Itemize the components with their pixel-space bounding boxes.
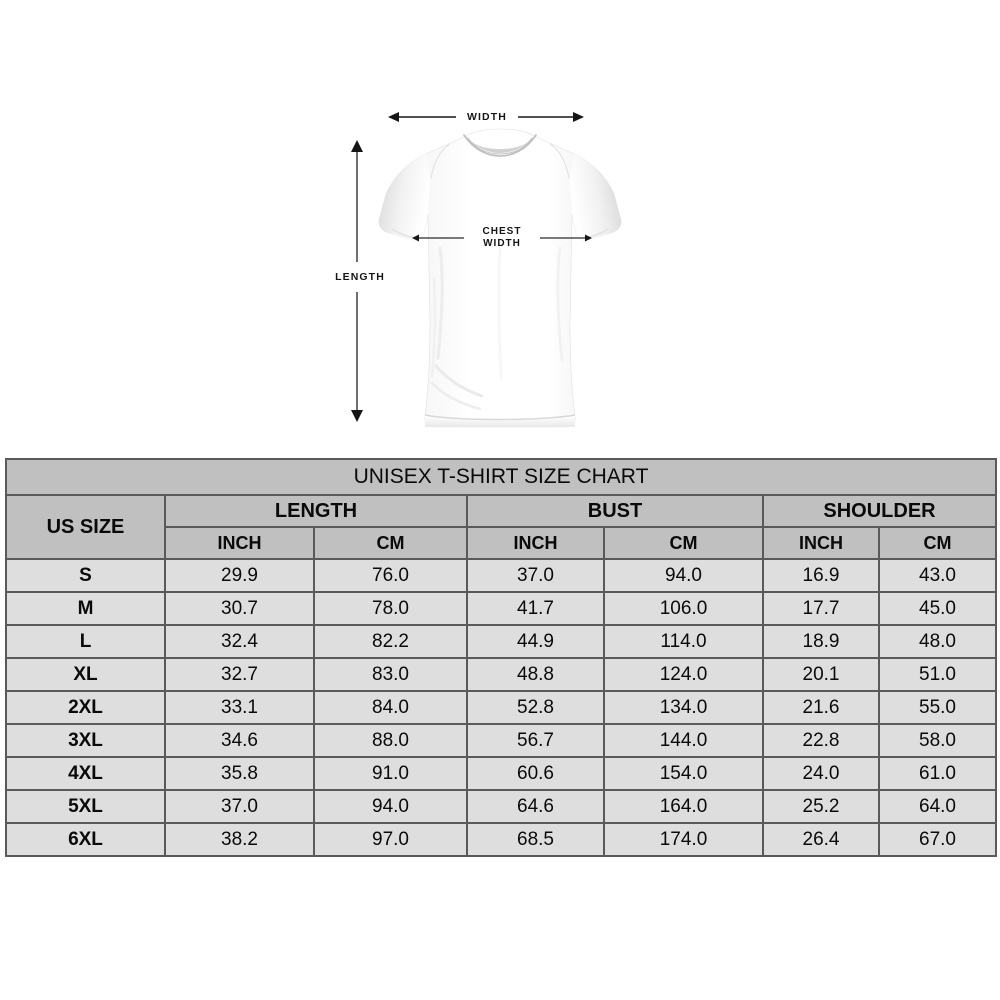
- header-bust-inch: INCH: [466, 526, 605, 560]
- cell-length-cm: 82.2: [313, 624, 468, 659]
- width-measurement-annotation: WIDTH: [388, 106, 584, 128]
- cell-bust-cm: 106.0: [603, 591, 764, 626]
- cell-length-inch: 34.6: [164, 723, 315, 758]
- cell-length-inch: 32.4: [164, 624, 315, 659]
- length-measurement-annotation: LENGTH: [330, 140, 390, 422]
- chest-width-label-line2: WIDTH: [483, 238, 521, 249]
- cell-length-cm: 94.0: [313, 789, 468, 824]
- cell-shoulder-inch: 25.2: [762, 789, 880, 824]
- size-chart-table: UNISEX T-SHIRT SIZE CHART US SIZE LENGTH…: [5, 458, 997, 857]
- cell-length-cm: 97.0: [313, 822, 468, 857]
- table-row: 6XL 38.2 97.0 68.5 174.0 26.4 67.0: [5, 822, 997, 857]
- header-shoulder: SHOULDER: [762, 494, 997, 528]
- cell-shoulder-cm: 51.0: [878, 657, 997, 692]
- cell-length-inch: 30.7: [164, 591, 315, 626]
- cell-bust-cm: 94.0: [603, 558, 764, 593]
- size-chart-table-container: UNISEX T-SHIRT SIZE CHART US SIZE LENGTH…: [5, 458, 997, 857]
- chest-width-measurement-annotation: CHEST WIDTH: [412, 218, 592, 258]
- table-row: XL 32.7 83.0 48.8 124.0 20.1 51.0: [5, 657, 997, 692]
- cell-size: M: [5, 591, 166, 626]
- cell-size: 2XL: [5, 690, 166, 725]
- chest-width-arrow-icon: [412, 234, 592, 242]
- cell-length-inch: 33.1: [164, 690, 315, 725]
- cell-length-inch: 37.0: [164, 789, 315, 824]
- cell-length-inch: 29.9: [164, 558, 315, 593]
- cell-size: 6XL: [5, 822, 166, 857]
- table-row: L 32.4 82.2 44.9 114.0 18.9 48.0: [5, 624, 997, 659]
- tshirt-measurement-diagram: WIDTH LENGTH CHEST WIDTH: [0, 0, 1000, 455]
- cell-shoulder-inch: 17.7: [762, 591, 880, 626]
- cell-bust-cm: 164.0: [603, 789, 764, 824]
- cell-bust-cm: 154.0: [603, 756, 764, 791]
- table-row: M 30.7 78.0 41.7 106.0 17.7 45.0: [5, 591, 997, 626]
- cell-shoulder-inch: 26.4: [762, 822, 880, 857]
- cell-bust-cm: 174.0: [603, 822, 764, 857]
- chest-width-label-line1: CHEST: [482, 225, 522, 237]
- cell-shoulder-cm: 67.0: [878, 822, 997, 857]
- cell-length-cm: 84.0: [313, 690, 468, 725]
- cell-length-inch: 35.8: [164, 756, 315, 791]
- cell-size: XL: [5, 657, 166, 692]
- cell-shoulder-cm: 55.0: [878, 690, 997, 725]
- cell-bust-cm: 134.0: [603, 690, 764, 725]
- header-bust-cm: CM: [603, 526, 764, 560]
- cell-length-inch: 32.7: [164, 657, 315, 692]
- table-row: 3XL 34.6 88.0 56.7 144.0 22.8 58.0: [5, 723, 997, 758]
- cell-shoulder-cm: 43.0: [878, 558, 997, 593]
- cell-bust-inch: 60.6: [466, 756, 605, 791]
- cell-bust-inch: 37.0: [466, 558, 605, 593]
- table-row: 4XL 35.8 91.0 60.6 154.0 24.0 61.0: [5, 756, 997, 791]
- table-row: 2XL 33.1 84.0 52.8 134.0 21.6 55.0: [5, 690, 997, 725]
- table-title-row: UNISEX T-SHIRT SIZE CHART: [5, 458, 997, 496]
- table-unit-header-row: INCH CM INCH CM INCH CM: [6, 526, 997, 560]
- cell-bust-inch: 48.8: [466, 657, 605, 692]
- cell-shoulder-cm: 64.0: [878, 789, 997, 824]
- cell-bust-cm: 144.0: [603, 723, 764, 758]
- cell-size: 3XL: [5, 723, 166, 758]
- cell-bust-inch: 41.7: [466, 591, 605, 626]
- cell-shoulder-cm: 58.0: [878, 723, 997, 758]
- cell-bust-inch: 68.5: [466, 822, 605, 857]
- cell-shoulder-inch: 24.0: [762, 756, 880, 791]
- width-label: WIDTH: [456, 106, 518, 128]
- cell-length-cm: 78.0: [313, 591, 468, 626]
- header-length-inch: INCH: [164, 526, 315, 560]
- cell-bust-cm: 124.0: [603, 657, 764, 692]
- cell-shoulder-cm: 61.0: [878, 756, 997, 791]
- cell-shoulder-inch: 20.1: [762, 657, 880, 692]
- cell-length-cm: 76.0: [313, 558, 468, 593]
- cell-shoulder-inch: 18.9: [762, 624, 880, 659]
- header-bust: BUST: [466, 494, 764, 528]
- cell-length-cm: 83.0: [313, 657, 468, 692]
- table-group-header-row: US SIZE LENGTH BUST SHOULDER: [5, 494, 997, 560]
- cell-bust-inch: 64.6: [466, 789, 605, 824]
- header-us-size: US SIZE: [5, 494, 166, 560]
- cell-shoulder-inch: 21.6: [762, 690, 880, 725]
- header-shoulder-inch: INCH: [762, 526, 880, 560]
- header-shoulder-cm: CM: [878, 526, 997, 560]
- cell-shoulder-inch: 22.8: [762, 723, 880, 758]
- cell-shoulder-cm: 45.0: [878, 591, 997, 626]
- cell-bust-cm: 114.0: [603, 624, 764, 659]
- length-label: LENGTH: [330, 262, 390, 292]
- cell-size: 5XL: [5, 789, 166, 824]
- cell-size: S: [5, 558, 166, 593]
- tshirt-illustration: [378, 128, 622, 430]
- chest-width-label: CHEST WIDTH: [464, 218, 540, 258]
- header-length: LENGTH: [164, 494, 468, 528]
- cell-bust-inch: 56.7: [466, 723, 605, 758]
- cell-size: 4XL: [5, 756, 166, 791]
- cell-shoulder-inch: 16.9: [762, 558, 880, 593]
- cell-size: L: [5, 624, 166, 659]
- cell-length-inch: 38.2: [164, 822, 315, 857]
- cell-length-cm: 91.0: [313, 756, 468, 791]
- cell-shoulder-cm: 48.0: [878, 624, 997, 659]
- table-row: S 29.9 76.0 37.0 94.0 16.9 43.0: [5, 558, 997, 593]
- header-length-cm: CM: [313, 526, 468, 560]
- table-row: 5XL 37.0 94.0 64.6 164.0 25.2 64.0: [5, 789, 997, 824]
- cell-bust-inch: 44.9: [466, 624, 605, 659]
- table-title: UNISEX T-SHIRT SIZE CHART: [5, 458, 997, 496]
- cell-length-cm: 88.0: [313, 723, 468, 758]
- cell-bust-inch: 52.8: [466, 690, 605, 725]
